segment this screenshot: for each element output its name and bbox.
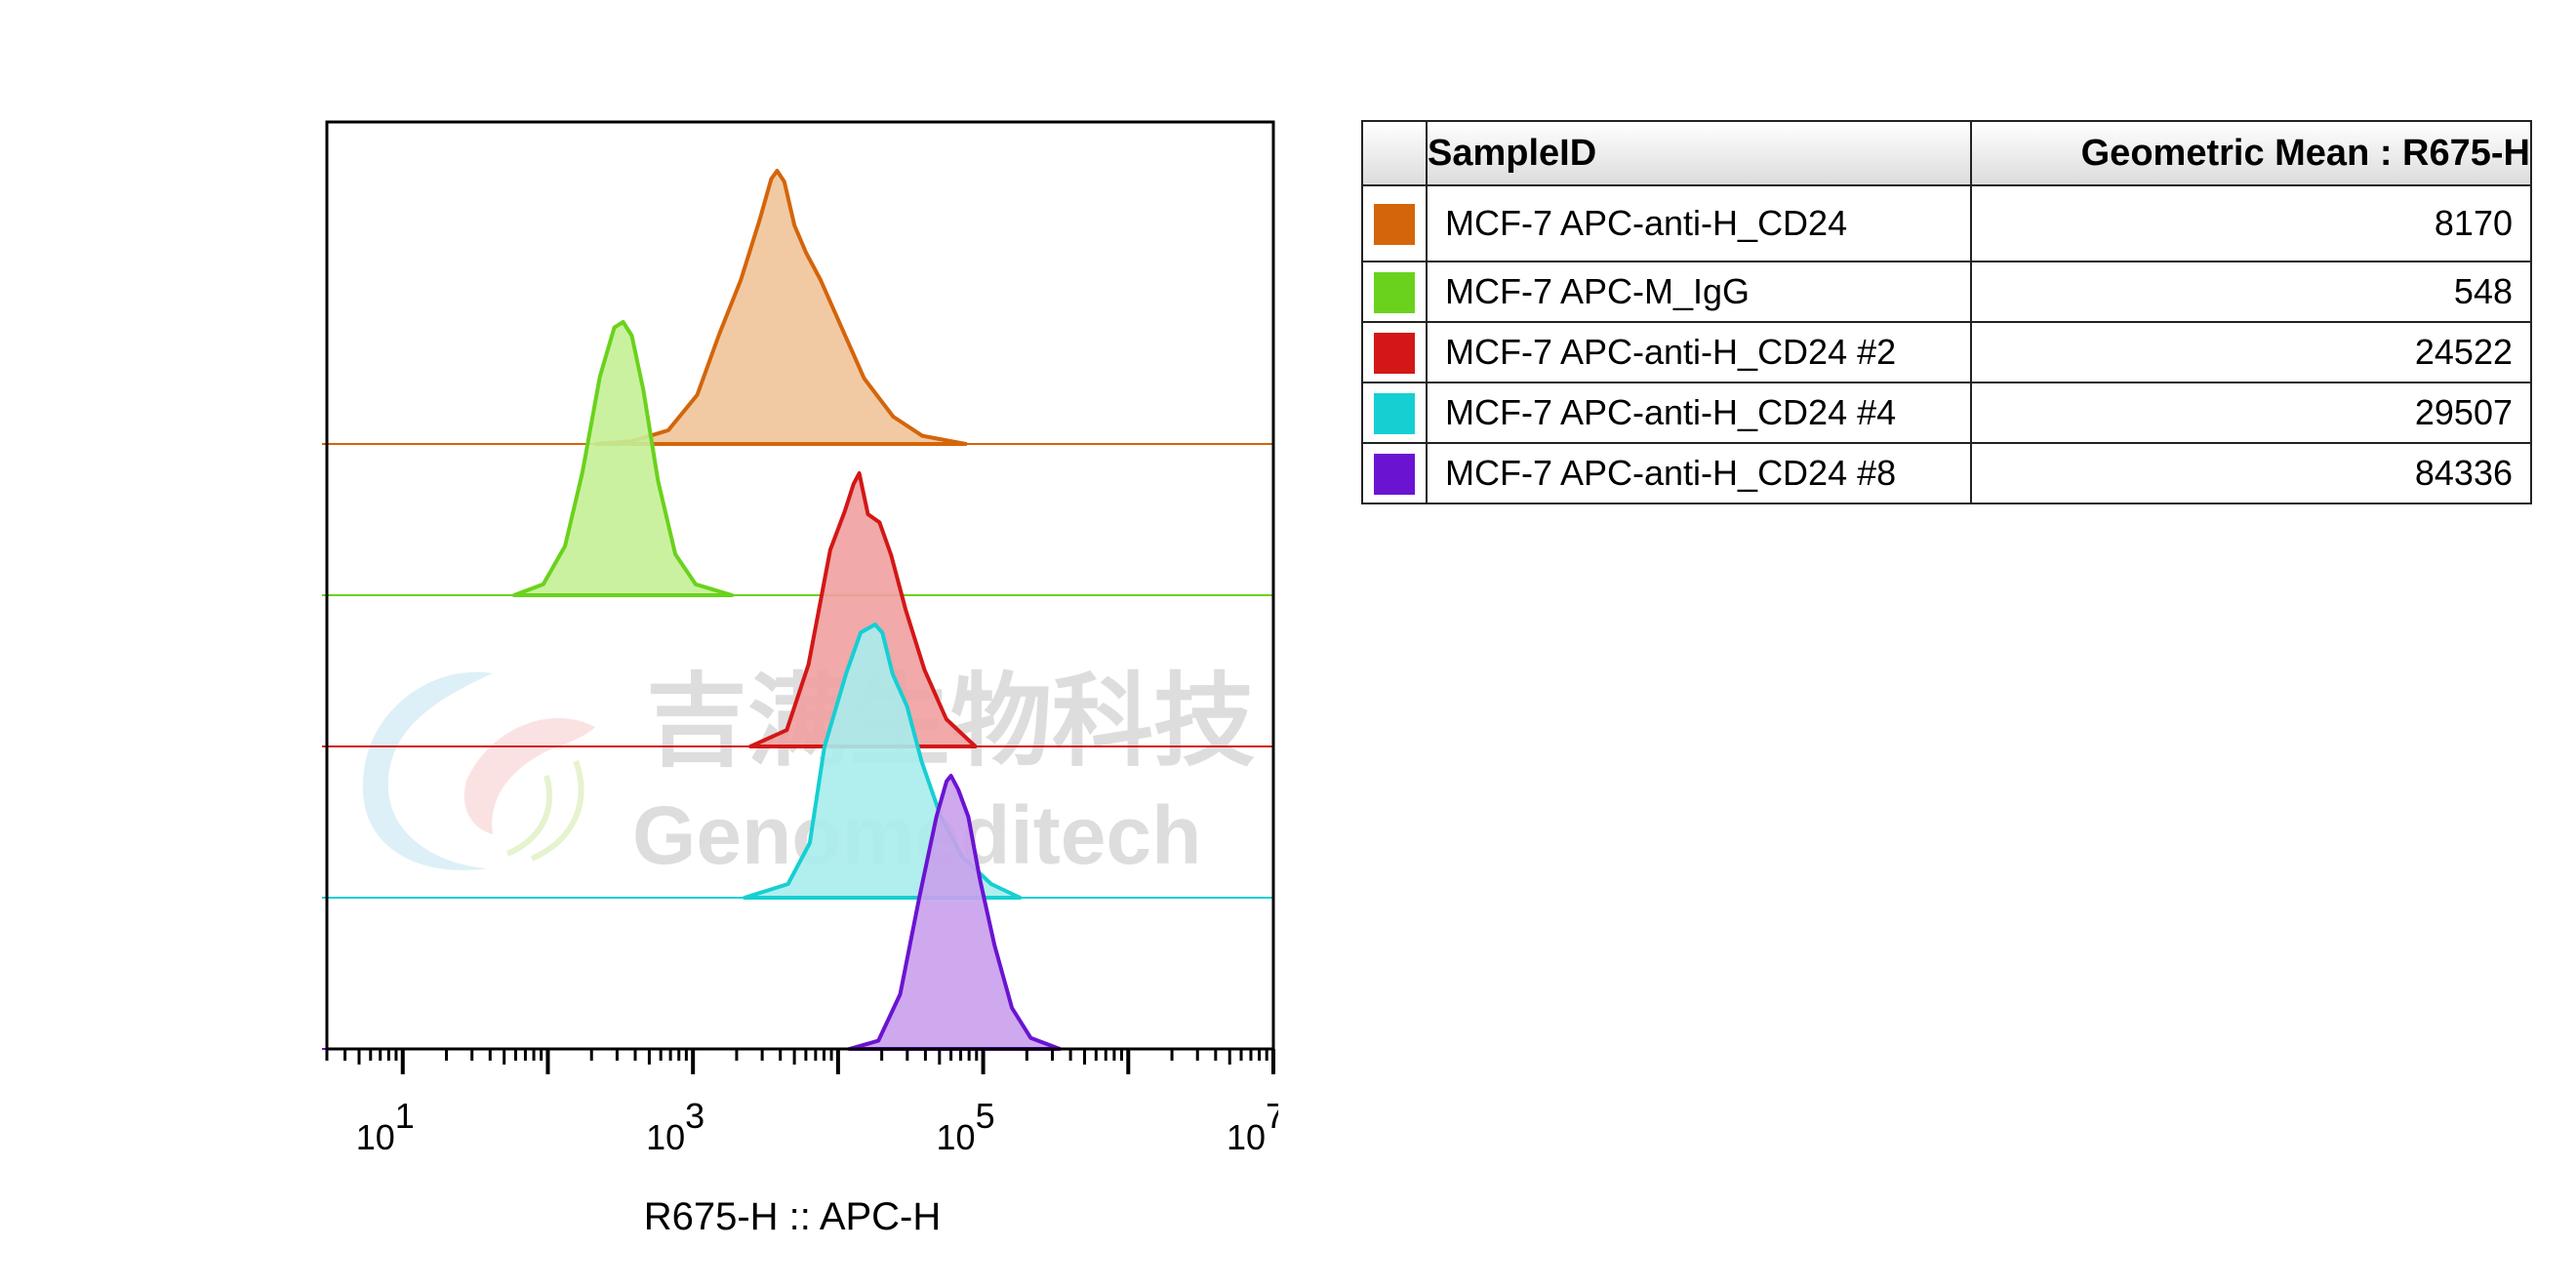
geometric-mean-cell: 24522 xyxy=(1970,321,2532,383)
x-axis: 101 103 105 107 xyxy=(325,1049,1278,1157)
x-tick-exponent: 5 xyxy=(976,1096,995,1136)
swatch-cell xyxy=(1361,321,1428,383)
sample-id-cell: MCF-7 APC-M_IgG xyxy=(1426,261,1972,323)
table-row: MCF-7 APC-M_IgG 548 xyxy=(1361,261,2532,323)
color-swatch xyxy=(1374,454,1415,496)
plot-frame xyxy=(325,120,1275,1051)
header-sample-id: SampleID xyxy=(1426,120,1972,186)
x-tick-exponent: 1 xyxy=(395,1096,415,1136)
table-body: MCF-7 APC-anti-H_CD24 8170 MCF-7 APC-M_IgG… xyxy=(1361,184,2532,504)
x-tick-exponent: 3 xyxy=(685,1096,704,1136)
swatch-cell xyxy=(1361,442,1428,504)
series-histogram-area xyxy=(512,320,735,597)
table-row: MCF-7 APC-anti-H_CD24 #2 24522 xyxy=(1361,321,2532,383)
histogram-series-3 xyxy=(322,471,1273,748)
table-row: MCF-7 APC-anti-H_CD24 #8 84336 xyxy=(1361,442,2532,504)
histogram-series-2 xyxy=(322,320,1273,597)
header-geometric-mean: Geometric Mean : R675-H xyxy=(1970,120,2532,186)
series-histogram-area xyxy=(847,774,1063,1051)
histogram-series-1 xyxy=(322,169,1273,446)
swatch-cell xyxy=(1361,184,1428,262)
x-tick-label-2: 103 xyxy=(646,1096,704,1157)
x-tick-label-4: 107 xyxy=(1227,1096,1278,1157)
table-header-row: SampleID Geometric Mean : R675-H xyxy=(1361,120,2532,186)
header-swatch-cell xyxy=(1361,120,1428,186)
watermark-logo-helix xyxy=(505,759,584,862)
table-row: MCF-7 APC-anti-H_CD24 8170 xyxy=(1361,184,2532,262)
x-tick-label-1: 101 xyxy=(356,1096,415,1157)
table-row: MCF-7 APC-anti-H_CD24 #4 29507 xyxy=(1361,382,2532,444)
color-swatch xyxy=(1374,393,1415,435)
sample-id-cell: MCF-7 APC-anti-H_CD24 #8 xyxy=(1426,442,1972,504)
swatch-cell xyxy=(1361,382,1428,444)
geometric-mean-cell: 29507 xyxy=(1970,382,2532,444)
color-swatch xyxy=(1374,333,1415,375)
sample-id-cell: MCF-7 APC-anti-H_CD24 xyxy=(1426,184,1972,262)
geometric-mean-cell: 8170 xyxy=(1970,184,2532,262)
statistics-table: SampleID Geometric Mean : R675-H MCF-7 A… xyxy=(1361,120,2532,504)
x-tick-exponent: 7 xyxy=(1266,1096,1278,1136)
geometric-mean-cell: 548 xyxy=(1970,261,2532,323)
x-tick-label-3: 105 xyxy=(937,1096,995,1157)
series-histogram-area xyxy=(593,169,968,446)
sample-id-cell: MCF-7 APC-anti-H_CD24 #2 xyxy=(1426,321,1972,383)
swatch-cell xyxy=(1361,261,1428,323)
geometric-mean-cell: 84336 xyxy=(1970,442,2532,504)
watermark-logo-swirl xyxy=(362,671,493,870)
histogram-series xyxy=(322,169,1273,1051)
series-histogram-area xyxy=(748,471,978,748)
color-swatch xyxy=(1374,204,1415,246)
color-swatch xyxy=(1374,272,1415,314)
x-axis-label: R675-H :: APC-H xyxy=(644,1195,942,1238)
sample-id-cell: MCF-7 APC-anti-H_CD24 #4 xyxy=(1426,382,1972,444)
